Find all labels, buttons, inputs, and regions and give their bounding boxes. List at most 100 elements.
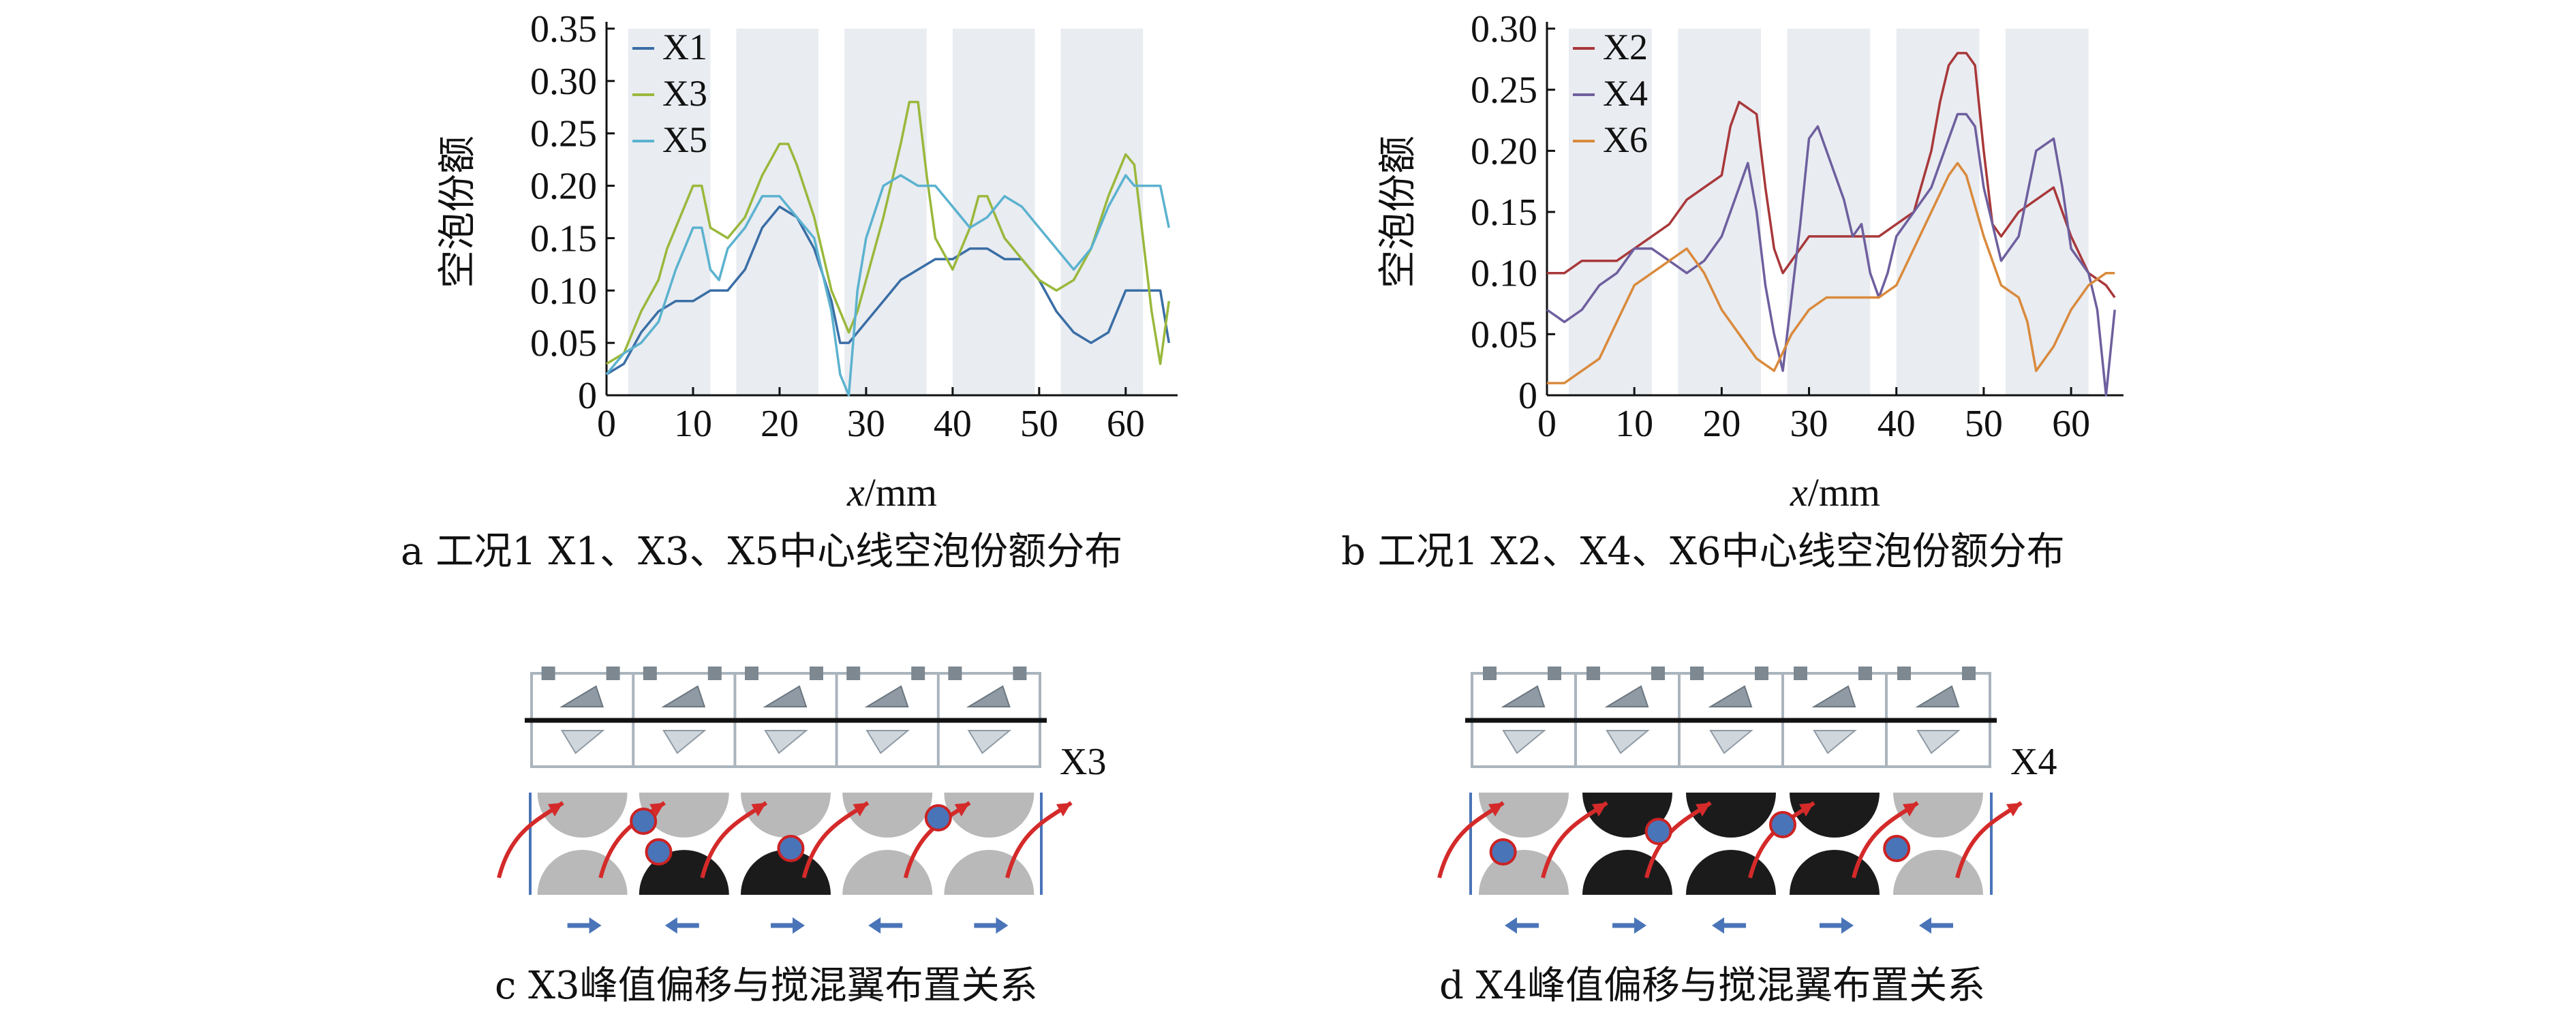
x-tick-label: 20 [761,403,799,445]
mixing-vane [661,685,706,707]
mixing-vane [1813,730,1857,754]
rod-half-top [1479,793,1569,838]
flow-arrowhead [1799,803,1814,816]
shaded-band-1 [628,29,711,395]
bubble-marker [777,835,805,862]
y-axis-label: 空泡份额 [435,136,480,288]
shaded-band-5 [1060,29,1144,395]
mixing-vane [865,730,910,754]
vane-tab [1858,667,1872,680]
vane-tab [1548,667,1561,680]
rod-half-bottom [1582,850,1672,895]
vane-tab [707,667,722,680]
vane-tab [606,667,620,680]
x-tick-label: 40 [934,403,972,445]
vane-tab [1013,667,1027,680]
mixing-vane [1604,685,1649,707]
y-axis-label: 空泡份额 [1376,136,1420,288]
vane-tab [948,667,962,680]
mixing-vane [560,730,605,754]
x-tick-label: 40 [1877,403,1916,445]
bubble-marker [1489,838,1517,866]
mixing-vane [966,685,1011,707]
y-tick-label: 0.25 [530,113,597,155]
x-tick-label: 0 [1537,403,1557,445]
x-tick-label: 30 [847,403,885,445]
bubble-marker [1644,818,1672,845]
x-tick-label: 20 [1702,403,1741,445]
direction-arrowhead [1505,917,1517,934]
shaded-band-2 [736,29,819,395]
vane-tab [846,667,861,680]
bubble-marker [924,804,952,831]
rod-half-top [842,793,933,838]
series-line-X4 [1546,112,2116,397]
x-tick-label: 50 [1020,403,1058,445]
legend-label-X1: X1 [662,27,707,67]
x-axis-label: x/mm [846,470,937,515]
caption-d: d X4峰值偏移与搅混翼布置关系 [1439,964,1985,1008]
mixing-vane [1709,730,1753,754]
x-tick-label: 10 [1615,403,1653,445]
flow-arrowhead [1903,803,1918,816]
y-tick-label: 0.15 [530,217,597,260]
mixing-vane [1606,730,1650,754]
direction-arrowhead [1712,917,1724,934]
vane-tab [1586,667,1600,680]
rod-half-bottom [1686,850,1776,895]
vane-tab [810,667,823,680]
direction-arrowhead [793,917,805,934]
direction-arrowhead [1634,917,1646,934]
flow-arrowhead [548,803,563,816]
y-tick-label: 0.15 [1471,192,1537,234]
chart-panel-b: 0 0.05 0.10 0.15 0.20 0.25 0.30 0 10 20 30 40 50 60 x/… [1376,8,2123,515]
rod-half-bottom [1790,850,1880,895]
y-tick-label: 0.30 [1471,8,1537,50]
rod-half-bottom [842,850,933,895]
legend-label-X2: X2 [1603,27,1648,67]
mixing-vane [764,730,808,754]
direction-arrowhead [1919,917,1931,934]
legend-label-X5: X5 [662,119,707,160]
vane-tab [1897,667,1911,680]
flow-arrowhead [1488,803,1503,816]
rod-half-bottom [944,850,1034,895]
legend-label-X4: X4 [1603,73,1648,114]
flow-arrowhead [954,803,970,816]
shaded-band-2 [1678,29,1762,395]
bubble-marker [1769,811,1796,838]
flow-arrowhead [1056,803,1071,816]
schematic-d [1437,667,2023,934]
y-tick-label: 0.35 [530,8,597,50]
rod-half-top [944,793,1034,838]
direction-arrowhead [664,917,677,934]
x-tick-label: 50 [1965,403,2003,445]
flow-arrowhead [751,803,767,816]
flow-arrowhead [649,803,665,816]
vane-tab [911,667,925,680]
y-tick-label: 0.05 [530,322,597,365]
vane-tab [1651,667,1665,680]
vane-tab [1962,667,1976,680]
mixing-vane [864,685,909,707]
mixing-vane [1916,730,1961,754]
bubble-marker [630,808,658,835]
x-tick-label: 60 [2052,403,2090,445]
rod-half-top [1686,793,1776,838]
flow-arrowhead [1592,803,1607,816]
rod-half-top [1790,793,1880,838]
bubble-marker [645,838,673,866]
schematic-label-d: X4 [2010,741,2057,783]
flow-arrowhead [853,803,868,816]
x-axis-label: x/mm [1790,470,1880,515]
series-line-X1 [606,205,1171,376]
direction-arrowhead [1841,917,1854,934]
bubble-marker [1883,835,1911,862]
y-tick-label: 0.05 [1471,313,1537,356]
vane-tab [745,667,758,680]
mixing-vane [662,730,707,754]
vane-tab [1483,667,1497,680]
y-tick-label: 0.30 [530,61,597,103]
shaded-band-4 [1896,29,1980,395]
